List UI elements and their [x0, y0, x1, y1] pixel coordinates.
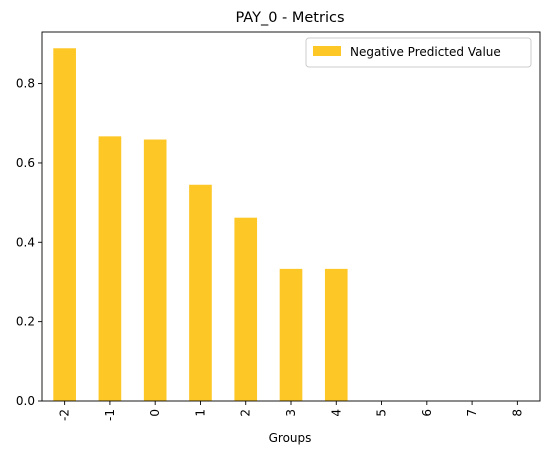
legend-frame [305, 37, 532, 68]
x-tick-label: 2 [239, 409, 253, 417]
bar--1 [98, 136, 122, 401]
legend-label: Negative Predicted Value [350, 45, 501, 59]
x-tick-label: -1 [103, 409, 117, 421]
x-tick-label: 5 [375, 409, 389, 417]
x-axis-label: Groups [269, 431, 312, 445]
bar--2 [53, 48, 76, 402]
x-tick-label: 6 [420, 409, 434, 417]
x-tick-label: 3 [284, 409, 298, 417]
x-tick-label: 4 [329, 409, 343, 417]
bar-1 [189, 184, 212, 401]
x-tick-label: 1 [193, 409, 207, 417]
legend-swatch [313, 46, 341, 56]
bar-3 [279, 268, 303, 401]
y-tick-label: 0.6 [16, 156, 35, 170]
plot-area: 0.0 0.2 0.4 0.6 0.8 -2 -1 0 1 2 3 4 5 6 7 8 [16, 31, 541, 421]
bar-4 [324, 268, 348, 401]
y-tick-label: 0.4 [16, 235, 35, 249]
y-tick-label: 0.8 [16, 77, 35, 91]
x-tick-label: 8 [510, 409, 524, 417]
bar-0 [143, 139, 167, 401]
legend: Negative Predicted Value [305, 37, 532, 68]
chart-title: PAY_0 - Metrics [235, 10, 344, 26]
y-tick-label: 0.2 [16, 315, 35, 329]
x-tick-label: -2 [58, 409, 72, 421]
bar-2 [234, 217, 258, 401]
x-tick-label: 0 [148, 409, 162, 417]
x-tick-label: 7 [465, 409, 479, 417]
y-tick-label: 0.0 [16, 394, 35, 408]
